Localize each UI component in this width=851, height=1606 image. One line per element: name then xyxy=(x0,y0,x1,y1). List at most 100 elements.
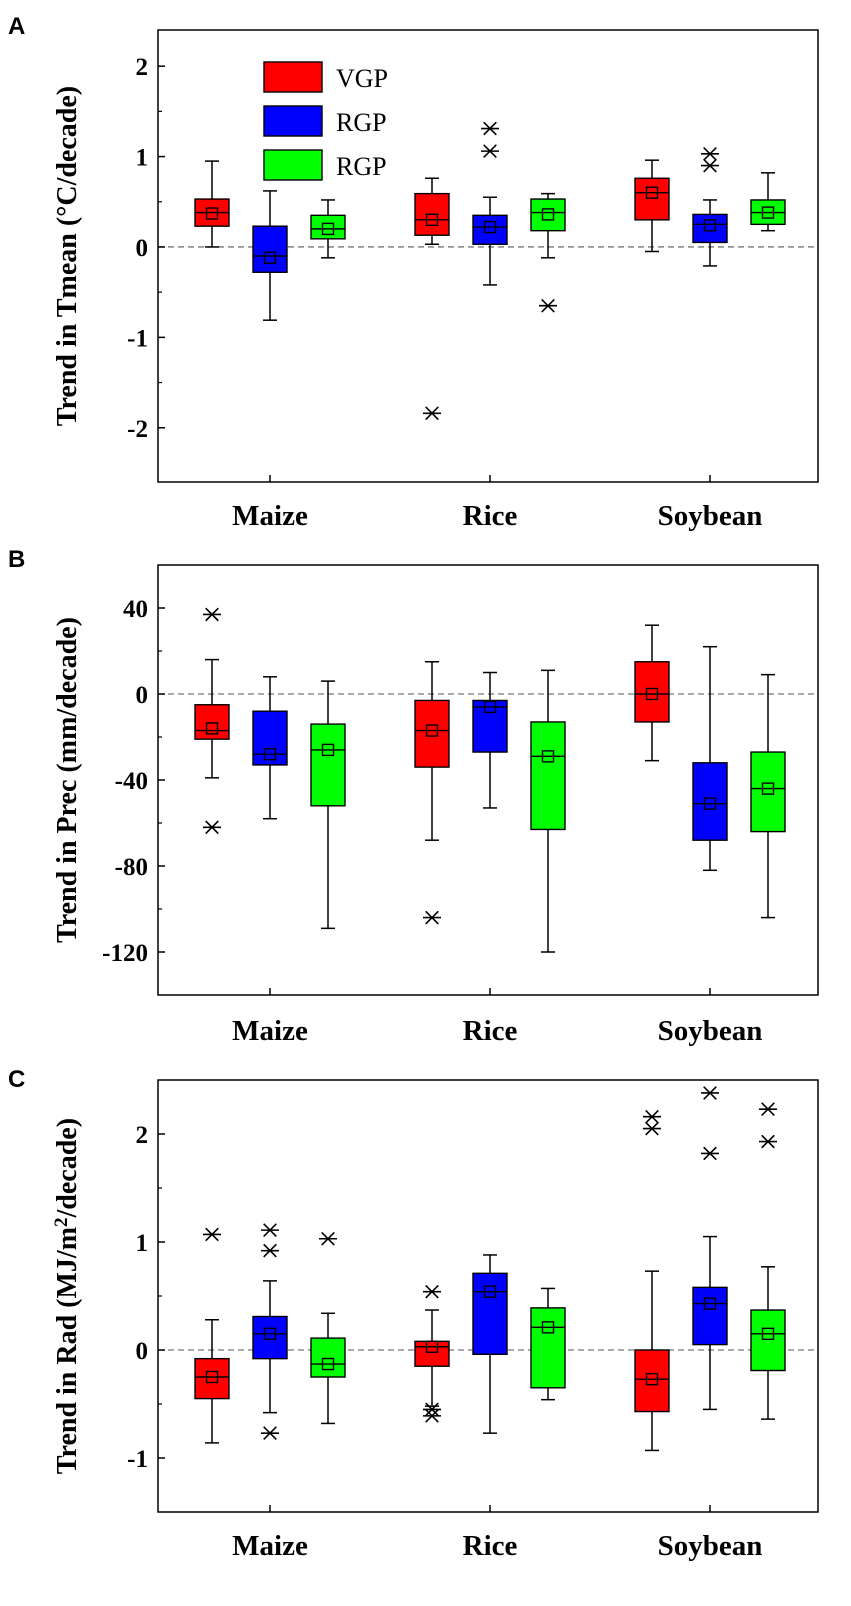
y-tick-label: 1 xyxy=(136,1230,149,1257)
box-iqr xyxy=(692,762,728,841)
legend-entry: RGP xyxy=(263,149,387,181)
plot-frame xyxy=(157,29,819,483)
box-iqr xyxy=(414,699,450,768)
mean-marker xyxy=(321,222,335,236)
box-rice-vgp xyxy=(414,177,450,421)
box-iqr xyxy=(310,723,346,807)
box-iqr xyxy=(692,213,728,244)
outlier-marker xyxy=(423,910,441,925)
box-iqr xyxy=(252,710,288,766)
box-iqr xyxy=(252,1315,288,1360)
y-axis-title: Trend in Prec (mm/decade) xyxy=(52,617,83,943)
outlier-marker xyxy=(423,406,441,421)
mean-marker xyxy=(645,1372,659,1386)
mean-marker xyxy=(483,700,497,714)
mean-marker xyxy=(205,722,219,735)
box-iqr xyxy=(750,751,786,833)
legend-swatch xyxy=(263,105,323,137)
outlier-marker xyxy=(261,1223,279,1237)
box-soybean-vgp xyxy=(634,159,670,253)
box-iqr xyxy=(310,1337,346,1378)
mean-marker xyxy=(541,208,555,221)
outlier-marker xyxy=(701,146,719,161)
panel-letter: A xyxy=(8,13,25,40)
box-iqr xyxy=(634,177,670,221)
box-maize-rgp xyxy=(252,676,288,820)
box-soybean-rgp xyxy=(692,146,728,267)
box-rice-rgp2 xyxy=(530,192,566,313)
outlier-marker xyxy=(203,607,221,622)
y-tick-label: 0 xyxy=(136,682,149,709)
mean-marker xyxy=(205,207,219,220)
y-tick-label: -120 xyxy=(102,940,148,967)
box-iqr xyxy=(194,1357,230,1400)
box-rice-rgp xyxy=(472,671,508,809)
box-iqr xyxy=(692,1286,728,1346)
mean-marker xyxy=(703,797,717,810)
box-maize-vgp xyxy=(194,160,230,248)
outlier-marker xyxy=(643,1121,661,1136)
box-soybean-vgp xyxy=(634,624,670,762)
box-rice-rgp xyxy=(472,121,508,286)
box-maize-rgp2 xyxy=(310,1231,346,1425)
outlier-marker xyxy=(643,1109,661,1124)
panel-letter: B xyxy=(8,546,25,573)
mean-marker xyxy=(263,748,277,761)
outlier-marker xyxy=(481,144,499,159)
y-tick-label: -1 xyxy=(127,325,148,352)
outlier-marker xyxy=(701,158,719,173)
legend-label: RGP xyxy=(336,108,387,137)
outlier-marker xyxy=(701,1086,719,1100)
legend-label: RGP xyxy=(336,152,387,181)
box-soybean-rgp xyxy=(692,645,728,872)
mean-marker xyxy=(541,750,555,763)
y-tick-label: -2 xyxy=(127,416,148,443)
box-maize-rgp2 xyxy=(310,199,346,259)
y-axis-title: Trend in Tmean (°C/decade) xyxy=(52,86,83,426)
x-category-label: Maize xyxy=(232,500,308,532)
box-rice-rgp xyxy=(472,1254,508,1434)
box-rice-vgp xyxy=(414,661,450,925)
mean-marker xyxy=(205,1370,219,1384)
box-iqr xyxy=(634,661,670,723)
x-category-label: Maize xyxy=(232,1015,308,1047)
legend-swatch xyxy=(263,149,323,181)
legend-label: VGP xyxy=(336,64,388,93)
outlier-marker xyxy=(261,1243,279,1258)
outlier-marker xyxy=(701,1146,719,1161)
box-soybean-rgp2 xyxy=(750,1102,786,1420)
outlier-marker xyxy=(423,1284,441,1299)
y-tick-label: -40 xyxy=(115,768,148,795)
box-maize-rgp2 xyxy=(310,680,346,930)
mean-marker xyxy=(703,1297,717,1310)
box-rice-vgp xyxy=(414,1284,450,1423)
mean-marker xyxy=(761,1327,775,1341)
box-soybean-rgp2 xyxy=(750,172,786,232)
x-category-label: Rice xyxy=(463,1530,518,1562)
x-category-label: Maize xyxy=(232,1530,308,1562)
mean-marker xyxy=(425,724,439,737)
x-category-label: Rice xyxy=(463,500,518,532)
box-iqr xyxy=(472,699,508,753)
legend: VGP RGP RGP xyxy=(263,61,388,181)
mean-marker xyxy=(321,1357,335,1371)
mean-marker xyxy=(761,206,775,219)
box-iqr xyxy=(530,721,566,831)
box-iqr xyxy=(750,1309,786,1372)
outlier-marker xyxy=(423,1409,441,1423)
outlier-marker xyxy=(481,121,499,136)
box-iqr xyxy=(530,198,566,232)
x-category-label: Rice xyxy=(463,1015,518,1047)
box-iqr xyxy=(472,1272,508,1356)
box-soybean-rgp2 xyxy=(750,673,786,919)
panel-a: A 2 1 0 -1 -2 Maize Rice Soybean Trend in Tmean (… xyxy=(8,13,819,532)
mean-marker xyxy=(645,186,659,199)
box-maize-rgp xyxy=(252,1223,288,1441)
box-soybean-vgp xyxy=(634,1109,670,1452)
panel-letter: C xyxy=(8,1066,25,1093)
mean-marker xyxy=(703,219,717,232)
legend-swatch xyxy=(263,61,323,93)
legend-entry: VGP xyxy=(263,61,388,93)
y-tick-label: 40 xyxy=(123,596,148,623)
box-iqr xyxy=(310,214,346,240)
